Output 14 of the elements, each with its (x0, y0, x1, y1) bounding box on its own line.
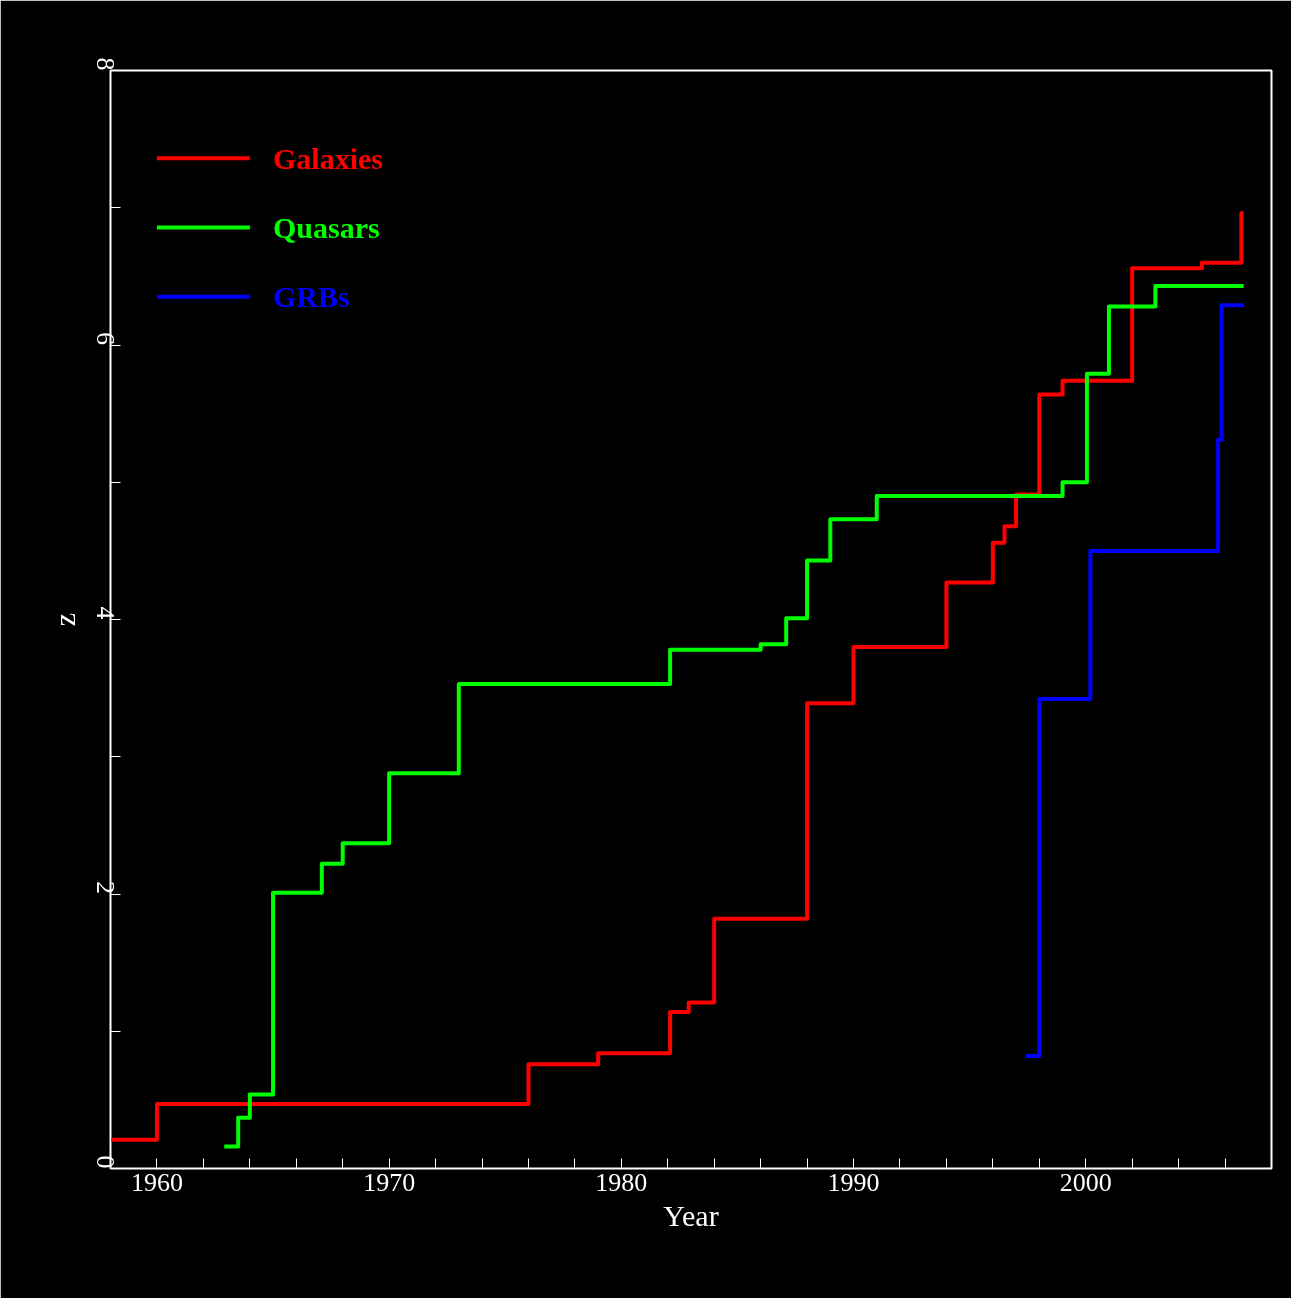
legend-label: GRBs (273, 280, 350, 314)
x-tick-label: 1990 (827, 1167, 880, 1197)
y-tick-label: 2 (91, 881, 120, 894)
legend-label: Quasars (273, 211, 380, 245)
y-tick-label: 0 (91, 1155, 120, 1169)
x-tick-label: 2000 (1059, 1167, 1112, 1197)
x-tick-label: 1970 (363, 1167, 416, 1197)
x-tick-label: 1980 (595, 1167, 648, 1197)
y-tick-label: 8 (91, 57, 120, 71)
x-axis-title: Year (663, 1198, 719, 1232)
y-tick-label: 6 (91, 332, 120, 345)
x-tick-label: 1960 (130, 1167, 183, 1197)
legend-label: Galaxies (273, 141, 384, 175)
y-axis-title: z (47, 612, 81, 627)
